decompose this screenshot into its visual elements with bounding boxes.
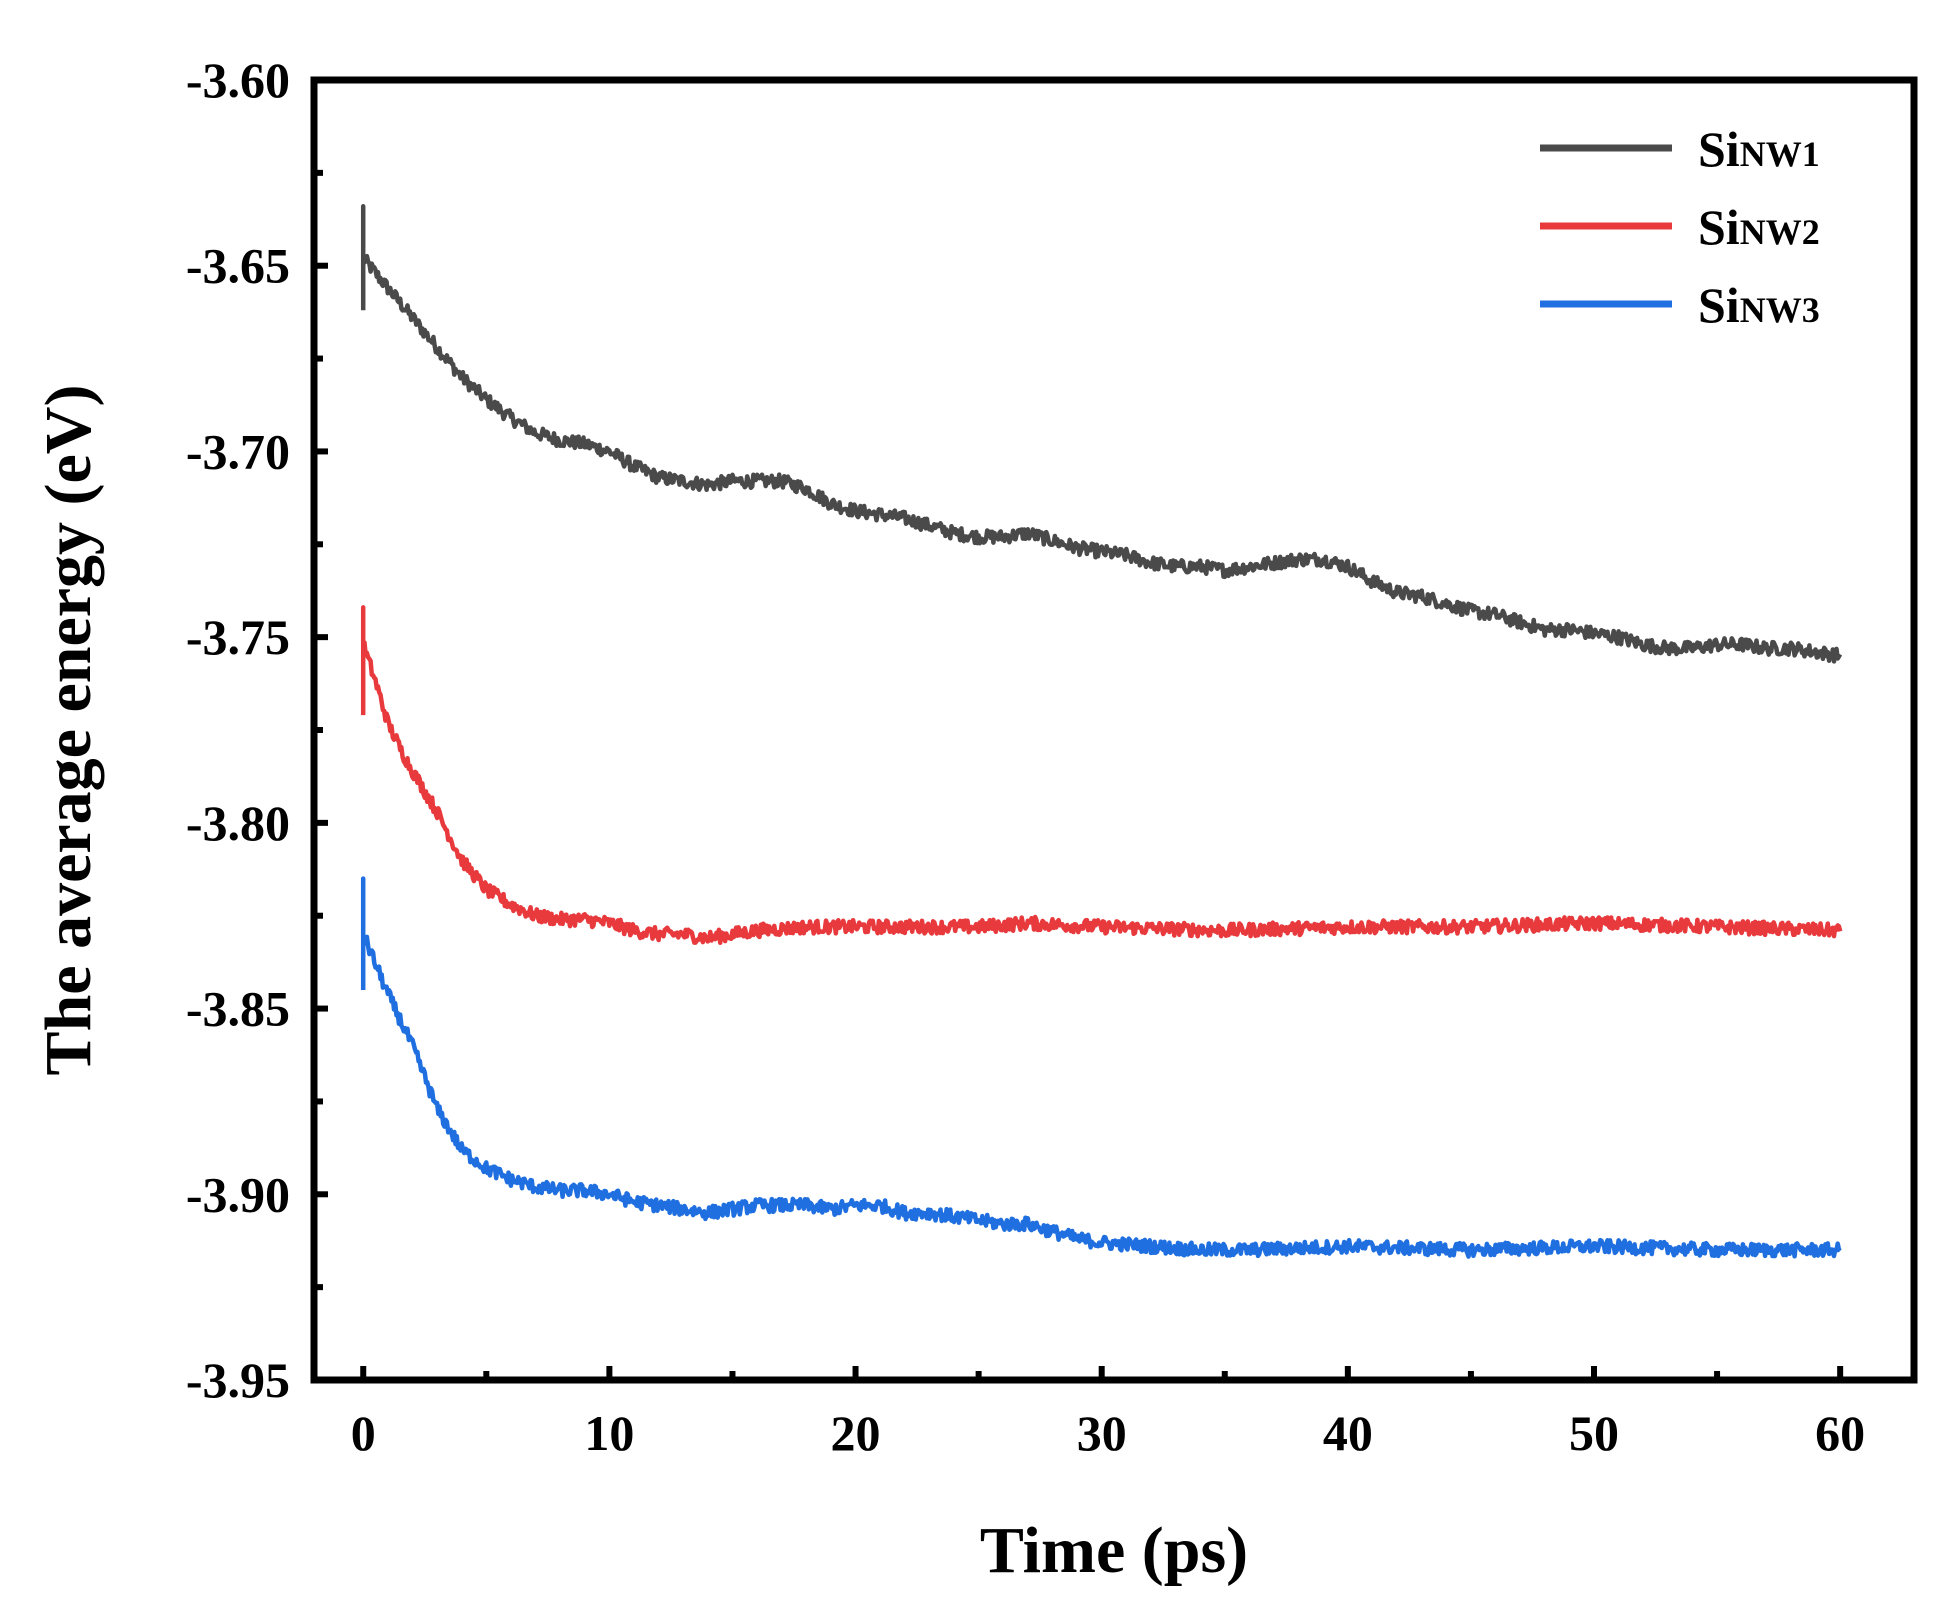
x-tick-label: 10: [584, 1405, 634, 1461]
y-tick-label: -3.85: [186, 981, 290, 1037]
plot-frame: [310, 76, 1918, 1384]
series-line-sinw3: [360, 876, 1842, 1259]
y-tick-label: -3.60: [186, 52, 290, 108]
series-line-sinw2: [360, 605, 1843, 945]
y-tick-label: -3.80: [186, 795, 290, 851]
x-axis-title: Time (ps): [980, 1514, 1248, 1587]
y-tick-label: -3.65: [186, 238, 290, 294]
x-tick-label: 30: [1077, 1405, 1127, 1461]
series-layer: [360, 204, 1843, 1259]
y-axis-title: The average energy (eV): [32, 385, 105, 1076]
legend-label-sinw2: SiNW2: [1698, 199, 1820, 255]
legend-label-sinw3: SiNW3: [1698, 277, 1820, 333]
legend: SiNW1 SiNW2 SiNW3: [1540, 121, 1820, 333]
series-line-sinw1: [360, 204, 1843, 664]
tick-layer: 0 10 20 30 40 50 60 -3.95 -3.90 -3.85 -3.80 -3.75 -3…: [186, 52, 1865, 1461]
x-tick-label: 0: [351, 1405, 376, 1461]
x-tick-label: 60: [1815, 1405, 1865, 1461]
legend-label-sinw1: SiNW1: [1698, 121, 1820, 177]
y-tick-label: -3.75: [186, 609, 290, 665]
x-tick-label: 20: [831, 1405, 881, 1461]
y-tick-label: -3.90: [186, 1166, 290, 1222]
y-tick-label: -3.95: [186, 1352, 290, 1408]
y-tick-label: -3.70: [186, 423, 290, 479]
x-tick-label: 50: [1569, 1405, 1619, 1461]
x-tick-label: 40: [1323, 1405, 1373, 1461]
